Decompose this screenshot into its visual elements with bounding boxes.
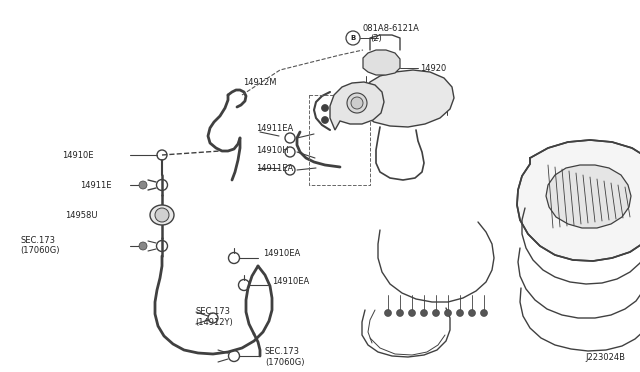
- Text: 14912M: 14912M: [243, 77, 276, 87]
- Text: SEC.173: SEC.173: [265, 347, 300, 356]
- Circle shape: [408, 310, 415, 317]
- Circle shape: [321, 116, 328, 124]
- Text: 14910EA: 14910EA: [263, 248, 300, 257]
- Text: (14912Y): (14912Y): [195, 317, 233, 327]
- Circle shape: [397, 310, 403, 317]
- Circle shape: [385, 310, 392, 317]
- Ellipse shape: [150, 205, 174, 225]
- Circle shape: [155, 208, 169, 222]
- Circle shape: [139, 242, 147, 250]
- Circle shape: [445, 310, 451, 317]
- Polygon shape: [363, 50, 400, 75]
- Text: 14911EA: 14911EA: [256, 164, 293, 173]
- Text: (2): (2): [370, 33, 381, 42]
- Circle shape: [433, 310, 440, 317]
- Text: 081A8-6121A: 081A8-6121A: [363, 23, 420, 32]
- Text: SEC.173: SEC.173: [195, 308, 230, 317]
- Text: 14911E: 14911E: [80, 180, 111, 189]
- Circle shape: [321, 105, 328, 112]
- Circle shape: [420, 310, 428, 317]
- Text: (17060G): (17060G): [265, 357, 305, 366]
- Polygon shape: [526, 145, 640, 240]
- Text: (17060G): (17060G): [20, 246, 60, 254]
- Text: 14910H: 14910H: [256, 145, 289, 154]
- Circle shape: [139, 181, 147, 189]
- Polygon shape: [517, 140, 640, 261]
- Text: J223024B: J223024B: [585, 353, 625, 362]
- Circle shape: [347, 93, 367, 113]
- Circle shape: [468, 310, 476, 317]
- Text: 14958U: 14958U: [65, 211, 97, 219]
- Text: 14920: 14920: [420, 64, 446, 73]
- Text: B: B: [350, 35, 356, 41]
- Circle shape: [351, 97, 363, 109]
- Polygon shape: [360, 70, 454, 127]
- Text: 14910EA: 14910EA: [272, 278, 309, 286]
- Polygon shape: [546, 165, 631, 228]
- Polygon shape: [330, 82, 384, 130]
- Text: 14910E: 14910E: [62, 151, 93, 160]
- Text: 14911EA: 14911EA: [256, 124, 293, 132]
- Text: SEC.173: SEC.173: [20, 235, 55, 244]
- Circle shape: [481, 310, 488, 317]
- Circle shape: [456, 310, 463, 317]
